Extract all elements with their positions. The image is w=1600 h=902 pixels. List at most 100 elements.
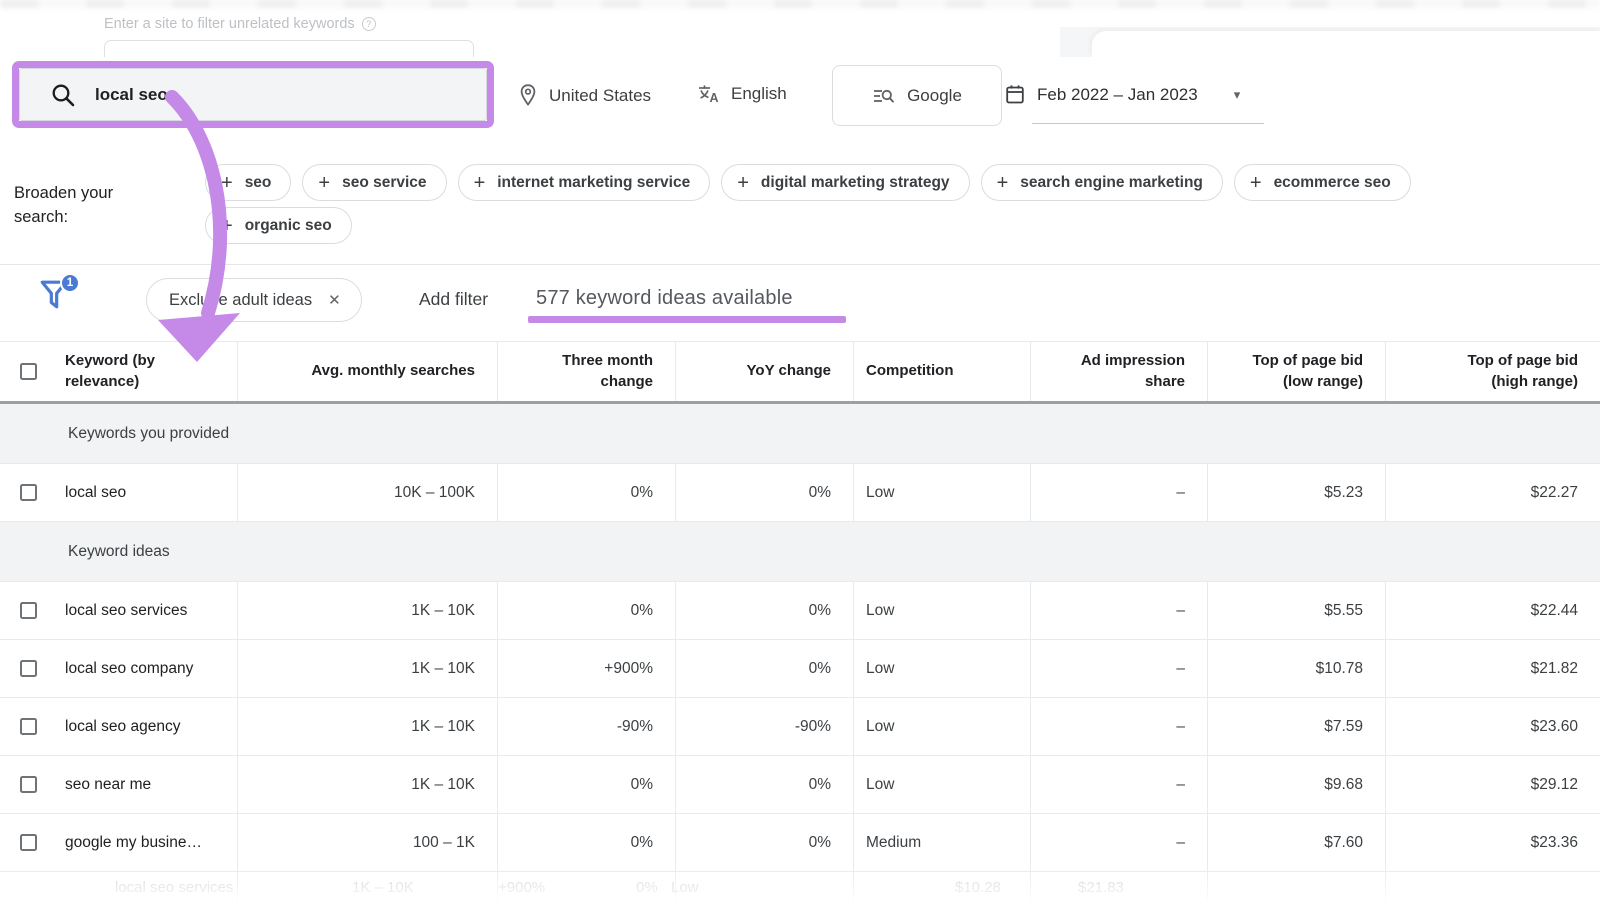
cell-three-month-change: 0%	[497, 464, 675, 521]
header-three-month-change[interactable]: Three month change	[497, 342, 675, 401]
header-label: Top of page bid (low range)	[1252, 352, 1363, 390]
cell-value: $5.55	[1324, 601, 1363, 619]
header-label: Competition	[866, 362, 954, 380]
cell-value: Low	[866, 601, 895, 619]
cell-yoy-change: 0%	[675, 756, 853, 813]
header-avg-monthly-searches[interactable]: Avg. monthly searches	[237, 342, 497, 401]
cell-value: 1K – 10K	[411, 601, 475, 619]
filters-button[interactable]: 1	[38, 273, 94, 325]
cell-top-bid-high: $29.12	[1385, 756, 1600, 813]
cell-keyword: local seo services	[0, 582, 237, 639]
partial-avg-monthly-searches: 1K – 10K	[352, 879, 414, 896]
select-all-checkbox[interactable]	[20, 363, 37, 380]
cell-competition: Low	[853, 756, 1030, 813]
cell-value: -90%	[794, 717, 831, 735]
header-top-of-page-bid-high-range[interactable]: Top of page bid (high range)	[1385, 342, 1600, 401]
date-range-selector[interactable]: Feb 2022 – Jan 2023 ▾	[1005, 84, 1240, 105]
keyword-text: local seo agency	[65, 717, 181, 735]
partial-cell	[1385, 872, 1600, 901]
cropped-top-content	[0, 0, 1600, 7]
header-label: Avg. monthly searches	[311, 362, 475, 380]
broaden-chip-label: organic seo	[244, 216, 332, 234]
row-checkbox[interactable]	[20, 602, 37, 619]
header-top-of-page-bid-low-range[interactable]: Top of page bid (low range)	[1207, 342, 1385, 401]
plus-icon: +	[737, 171, 749, 194]
language-selector[interactable]: A English	[697, 83, 787, 104]
broaden-chip-seo[interactable]: + seo	[205, 164, 292, 201]
broaden-search-label: Broaden your search:	[14, 184, 114, 226]
cell-value: 0%	[808, 601, 831, 619]
row-checkbox[interactable]	[20, 660, 37, 677]
chevron-down-icon: ▾	[1233, 86, 1241, 102]
cell-top-bid-high: $23.60	[1385, 698, 1600, 755]
keyword-text: google my busine…	[65, 833, 202, 851]
filter-count-badge: 1	[60, 273, 80, 293]
broaden-chips-row-1: + seo + seo service + internet marketing serv…	[205, 164, 1411, 201]
cell-three-month-change: 0%	[497, 814, 675, 871]
cell-top-bid-high: $21.82	[1385, 640, 1600, 697]
broaden-chip-ecommerce-seo[interactable]: + ecommerce seo	[1233, 164, 1411, 201]
cell-three-month-change: 0%	[497, 756, 675, 813]
table-row-local-seo-agency: local seo agency 1K – 10K -90% -90% Low – $7.5…	[0, 698, 1600, 756]
broaden-chip-digital-marketing-strategy[interactable]: + digital marketing strategy	[721, 164, 970, 201]
row-checkbox[interactable]	[20, 776, 37, 793]
cell-value: 0%	[808, 775, 831, 793]
cell-competition: Medium	[853, 814, 1030, 871]
keyword-text: local seo	[65, 483, 127, 501]
network-selector-button[interactable]: Google	[832, 65, 1002, 126]
cell-competition: Low	[853, 582, 1030, 639]
broaden-chip-search-engine-marketing[interactable]: + search engine marketing	[980, 164, 1223, 201]
cell-value: -90%	[616, 717, 653, 735]
header-ad-impression-share[interactable]: Ad impression share	[1030, 342, 1207, 401]
cell-top-bid-high: $22.27	[1385, 464, 1600, 521]
cell-value: +900%	[604, 659, 653, 677]
row-checkbox[interactable]	[20, 718, 37, 735]
broaden-chip-label: internet marketing service	[497, 173, 691, 191]
table-row-local-seo: local seo 10K – 100K 0% 0% Low – $5.23 $22.27	[0, 464, 1600, 522]
table-row-local-seo-services: local seo services 1K – 10K 0% 0% Low – $5.55 $…	[0, 582, 1600, 640]
keyword-search-input[interactable]: local seo	[19, 68, 487, 121]
header-yoy-change[interactable]: YoY change	[675, 342, 853, 401]
keyword-text: local seo company	[65, 659, 194, 677]
header-competition[interactable]: Competition	[853, 342, 1030, 401]
cell-value: 10K – 100K	[393, 483, 475, 501]
table-row-local-seo-company: local seo company 1K – 10K +900% 0% Low – $10.…	[0, 640, 1600, 698]
site-filter-input[interactable]	[104, 40, 474, 57]
row-checkbox[interactable]	[20, 834, 37, 851]
cell-avg-monthly-searches: 1K – 10K	[237, 582, 497, 639]
cell-value: Medium	[866, 833, 922, 851]
location-selector[interactable]: United States	[518, 83, 651, 108]
cell-value: $22.27	[1530, 483, 1578, 501]
header-keyword-by-relevance[interactable]: Keyword (by relevance)	[0, 342, 237, 401]
cell-value: –	[1176, 483, 1185, 501]
cell-yoy-change: 0%	[675, 640, 853, 697]
cell-value: $22.44	[1530, 601, 1578, 619]
cell-three-month-change: -90%	[497, 698, 675, 755]
close-icon[interactable]: ✕	[328, 292, 341, 309]
cell-ad-impression-share: –	[1030, 698, 1207, 755]
broaden-chip-internet-marketing-service[interactable]: + internet marketing service	[457, 164, 711, 201]
cell-ad-impression-share: –	[1030, 582, 1207, 639]
partial-row: local seo services 1K – 10K +900% 0% Low $10.…	[0, 872, 1600, 901]
plus-icon: +	[473, 171, 486, 194]
cell-value: Low	[866, 775, 895, 793]
cell-ad-impression-share: –	[1030, 756, 1207, 813]
keyword-text: seo near me	[65, 775, 152, 793]
cell-avg-monthly-searches: 100 – 1K	[237, 814, 497, 871]
cell-value: 0%	[808, 833, 831, 851]
help-icon[interactable]: ?	[361, 17, 376, 31]
broaden-chip-seo-service[interactable]: + seo service	[302, 164, 447, 201]
section-band-keyword-ideas: Keyword ideas	[0, 522, 1600, 582]
header-label: Ad impression share	[1080, 352, 1185, 390]
broaden-chip-organic-seo[interactable]: + organic seo	[205, 207, 352, 244]
add-filter-button[interactable]: Add filter	[419, 289, 489, 309]
cell-value: –	[1176, 833, 1185, 851]
location-label: United States	[549, 85, 652, 105]
row-checkbox[interactable]	[20, 484, 37, 501]
translate-icon: A	[699, 85, 719, 104]
partial-cell	[1207, 872, 1385, 901]
cell-competition: Low	[853, 464, 1030, 521]
cell-value: 100 – 1K	[412, 833, 475, 851]
cell-three-month-change: 0%	[497, 582, 675, 639]
cell-value: 0%	[630, 483, 653, 501]
